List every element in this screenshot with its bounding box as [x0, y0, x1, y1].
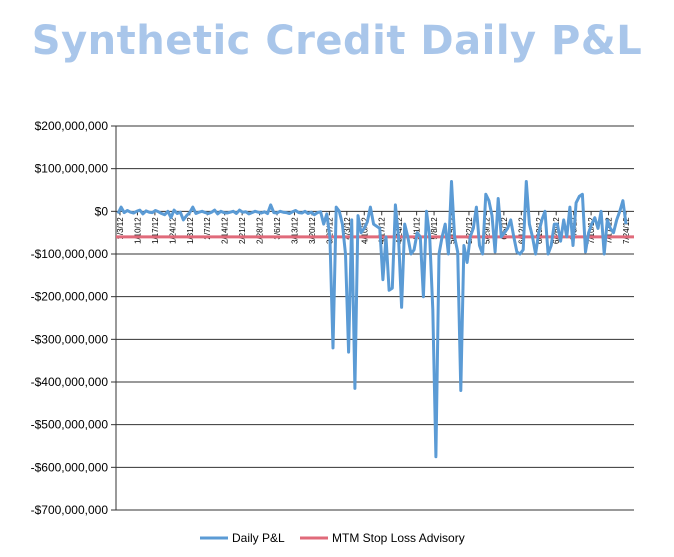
x-tick-label: 7/10/12: [587, 217, 596, 244]
chart-legend: Daily P&L MTM Stop Loss Advisory: [200, 531, 465, 545]
x-tick-label: 3/13/12: [290, 217, 299, 244]
y-tick-label: -$600,000,000: [31, 460, 109, 474]
x-tick-label: 1/10/12: [133, 217, 142, 244]
legend-label-mtm-stop-loss: MTM Stop Loss Advisory: [332, 531, 465, 545]
x-tick-label: 7/17/12: [605, 217, 614, 244]
x-tick-label: 5/29/12: [482, 217, 491, 244]
y-tick-label: -$700,000,000: [31, 503, 109, 517]
x-tick-label: 2/21/12: [238, 217, 247, 244]
x-tick-label: 3/20/12: [308, 217, 317, 244]
chart-title: Synthetic Credit Daily P&L: [31, 18, 643, 64]
daily-pnl-line: [116, 180, 628, 459]
x-tick-label: 6/12/12: [517, 217, 526, 244]
x-tick-label: 4/24/12: [395, 217, 404, 244]
x-tick-label: 7/24/12: [622, 217, 631, 244]
x-tick-label: 5/22/12: [465, 217, 474, 244]
x-tick-label: 3/6/12: [273, 217, 282, 240]
y-tick-label: -$200,000,000: [31, 290, 109, 304]
x-tick-label: 4/3/12: [343, 217, 352, 240]
x-tick-label: 5/15/12: [448, 217, 457, 244]
x-tick-label: 1/3/12: [116, 217, 125, 240]
x-tick-label: 2/28/12: [256, 217, 265, 244]
x-tick-label: 1/17/12: [151, 217, 160, 244]
x-tick-label: 1/31/12: [186, 217, 195, 244]
y-tick-label: -$400,000,000: [31, 375, 109, 389]
x-tick-label: 1/24/12: [168, 217, 177, 244]
y-tick-label: -$500,000,000: [31, 418, 109, 432]
y-tick-label: $0: [95, 204, 109, 218]
y-tick-label: $100,000,000: [35, 162, 109, 176]
y-tick-label: -$300,000,000: [31, 332, 109, 346]
x-tick-label: 5/1/12: [413, 217, 422, 240]
x-tick-label: 2/7/12: [203, 217, 212, 240]
y-tick-label: $200,000,000: [35, 119, 109, 133]
y-tick-label: -$100,000,000: [31, 247, 109, 261]
x-tick-label: 5/8/12: [430, 217, 439, 240]
legend-label-daily-pnl: Daily P&L: [232, 531, 285, 545]
x-tick-label: 6/26/12: [552, 217, 561, 244]
y-axis-tick-labels: $200,000,000 $100,000,000 $0 -$100,000,000 -…: [31, 119, 109, 517]
gridlines: [111, 125, 634, 511]
x-tick-label: 4/10/12: [360, 217, 369, 244]
x-tick-label: 2/14/12: [221, 217, 230, 244]
x-tick-label: 4/17/12: [378, 217, 387, 244]
x-tick-label: 6/5/12: [500, 217, 509, 240]
